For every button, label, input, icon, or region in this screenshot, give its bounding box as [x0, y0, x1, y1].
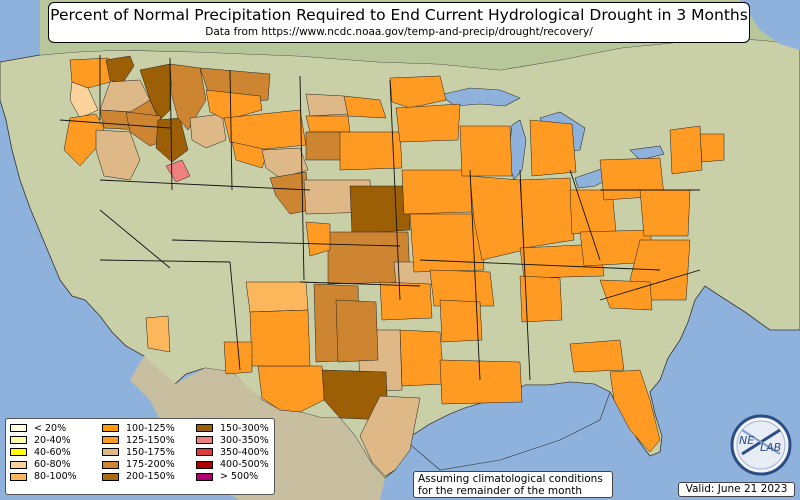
legend-swatch	[196, 424, 213, 433]
assumption-note: Assuming climatological conditions for t…	[413, 471, 613, 498]
logo-text-right: LAB	[760, 441, 781, 454]
legend-label: 300-350%	[220, 434, 269, 446]
legend-swatch	[102, 472, 119, 481]
legend-label: < 20%	[34, 422, 67, 434]
legend-label: 60-80%	[34, 459, 71, 471]
legend-label: 200-150%	[126, 471, 175, 483]
legend-item: > 500%	[196, 471, 269, 483]
legend-swatch	[10, 448, 27, 457]
legend-item: 350-400%	[196, 446, 269, 458]
legend-swatch	[102, 460, 119, 469]
legend: < 20% 20-40% 40-60% 60-80% 80-100% 100-1…	[5, 418, 275, 495]
legend-swatch	[196, 472, 213, 481]
legend-label: 150-175%	[126, 446, 175, 458]
legend-swatch	[196, 436, 213, 445]
legend-label: 150-300%	[220, 422, 269, 434]
legend-item: 150-175%	[102, 446, 175, 458]
legend-label: > 500%	[220, 471, 259, 483]
valid-date: Valid: June 21 2023	[678, 482, 795, 497]
legend-swatch	[196, 460, 213, 469]
nexlab-logo: NE LAB	[730, 414, 792, 476]
legend-item: 60-80%	[10, 459, 77, 471]
legend-label: 350-400%	[220, 446, 269, 458]
title-box: Percent of Normal Precipitation Required…	[48, 2, 750, 43]
legend-column-1: < 20% 20-40% 40-60% 60-80% 80-100%	[10, 422, 77, 483]
logo-text-left: NE	[739, 434, 754, 447]
legend-swatch	[10, 424, 27, 433]
legend-label: 100-125%	[126, 422, 175, 434]
legend-swatch	[10, 460, 27, 469]
legend-swatch	[102, 448, 119, 457]
legend-item: < 20%	[10, 422, 77, 434]
legend-label: 125-150%	[126, 434, 175, 446]
legend-item: 100-125%	[102, 422, 175, 434]
legend-item: 175-200%	[102, 459, 175, 471]
legend-item: 125-150%	[102, 434, 175, 446]
map-title: Percent of Normal Precipitation Required…	[50, 6, 748, 24]
legend-label: 20-40%	[34, 434, 71, 446]
legend-item: 300-350%	[196, 434, 269, 446]
legend-item: 150-300%	[196, 422, 269, 434]
state-boundaries	[59, 55, 701, 381]
note-line-2: for the remainder of the month	[418, 485, 583, 497]
legend-item: 400-500%	[196, 459, 269, 471]
legend-item: 20-40%	[10, 434, 77, 446]
legend-label: 175-200%	[126, 459, 175, 471]
map-subtitle: Data from https://www.ncdc.noaa.gov/temp…	[205, 26, 593, 38]
legend-swatch	[10, 472, 27, 481]
gulf-water	[404, 381, 611, 471]
legend-column-2: 100-125% 125-150% 150-175% 175-200% 200-…	[102, 422, 175, 483]
atlantic-inlet	[740, 0, 800, 50]
legend-swatch	[102, 424, 119, 433]
legend-label: 80-100%	[34, 471, 77, 483]
legend-column-3: 150-300% 300-350% 350-400% 400-500% > 50…	[196, 422, 269, 483]
drought-regions	[63, 55, 725, 477]
legend-swatch	[10, 436, 27, 445]
legend-label: 400-500%	[220, 459, 269, 471]
legend-swatch	[196, 448, 213, 457]
note-line-1: Assuming climatological conditions	[418, 473, 603, 485]
legend-swatch	[102, 436, 119, 445]
legend-item: 200-150%	[102, 471, 175, 483]
legend-item: 80-100%	[10, 471, 77, 483]
legend-item: 40-60%	[10, 446, 77, 458]
legend-label: 40-60%	[34, 446, 71, 458]
